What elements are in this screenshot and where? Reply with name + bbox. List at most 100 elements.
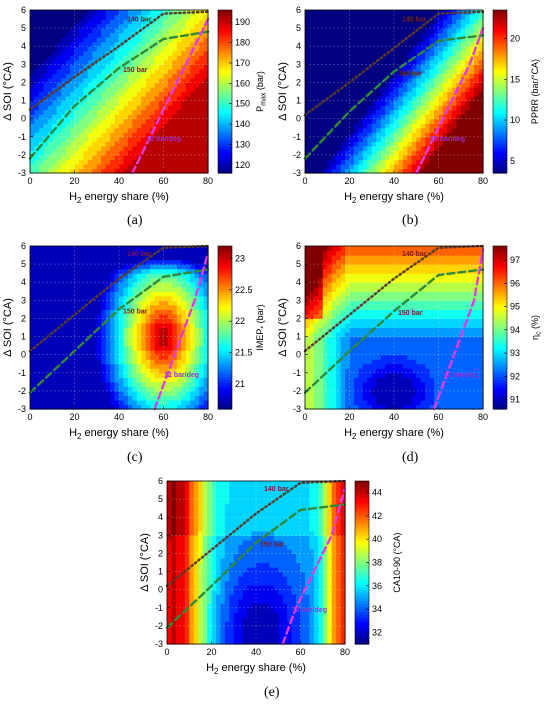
heatmap-cell — [123, 109, 129, 115]
heatmap-cell — [92, 286, 98, 292]
heatmap-cell — [38, 77, 44, 84]
heatmap-cell — [434, 91, 440, 97]
heatmap-cell — [190, 136, 196, 142]
heatmap-cell — [434, 50, 440, 56]
heatmap-cell — [78, 77, 84, 84]
heatmap-cell — [407, 159, 413, 165]
heatmap-cell — [176, 399, 182, 406]
heatmap-cell — [167, 341, 173, 347]
heatmap-cell — [389, 64, 395, 70]
heatmap-cell — [199, 127, 205, 133]
heatmap-cell — [358, 154, 364, 161]
heatmap-cell — [380, 50, 386, 56]
heatmap-cell — [119, 264, 125, 270]
heatmap-cell — [70, 246, 76, 252]
heatmap-cell — [110, 341, 116, 347]
heatmap-cell — [416, 123, 422, 129]
heatmap-cell — [30, 59, 36, 65]
heatmap-cell — [434, 163, 440, 170]
heatmap-cell — [345, 96, 351, 102]
heatmap-cell — [163, 127, 169, 133]
heatmap-cell — [203, 381, 209, 387]
heatmap-cell — [336, 341, 342, 347]
heatmap-cell — [309, 114, 315, 120]
heatmap-cell — [30, 250, 36, 256]
heatmap-cell — [371, 50, 377, 56]
heatmap-cell — [434, 46, 440, 52]
heatmap-cell — [145, 168, 151, 174]
heatmap-cell — [199, 19, 205, 25]
heatmap-cell — [371, 23, 377, 29]
heatmap-cell — [322, 28, 328, 34]
heatmap-cell — [336, 304, 342, 310]
heatmap-cell — [305, 327, 311, 333]
heatmap-cell — [141, 163, 147, 170]
colorbar-step — [218, 132, 232, 136]
heatmap-cell — [52, 341, 58, 347]
heatmap-cell — [429, 68, 435, 74]
heatmap-cell — [318, 399, 324, 406]
heatmap-cell — [318, 377, 324, 383]
heatmap-cell — [47, 32, 53, 38]
heatmap-cell — [305, 86, 311, 93]
colorbar-step — [218, 313, 232, 318]
heatmap-cell — [172, 359, 178, 365]
heatmap-cell — [114, 354, 120, 360]
heatmap-cell — [110, 372, 116, 378]
heatmap-cell — [163, 159, 169, 165]
heatmap-cell — [176, 118, 182, 124]
heatmap-cell — [74, 109, 80, 115]
heatmap-cell — [176, 336, 182, 342]
heatmap-cell — [322, 372, 328, 378]
heatmap-cell — [167, 132, 173, 138]
heatmap-cell — [389, 145, 395, 151]
heatmap-cell — [92, 23, 98, 29]
heatmap-cell — [105, 399, 111, 406]
heatmap-cell — [167, 304, 173, 310]
heatmap-cell — [159, 372, 165, 378]
heatmap-cell — [460, 32, 466, 38]
heatmap-cell — [474, 50, 480, 56]
heatmap-cell — [474, 37, 480, 43]
heatmap-cell — [194, 141, 200, 147]
heatmap-cell — [114, 168, 120, 174]
heatmap-cell — [362, 132, 368, 138]
heatmap-cell — [478, 118, 484, 124]
heatmap-cell — [460, 100, 466, 106]
heatmap-cell — [309, 118, 315, 124]
heatmap-cell — [172, 304, 178, 310]
heatmap-cell — [78, 141, 84, 147]
heatmap-cell — [367, 96, 373, 102]
heatmap-cell — [407, 23, 413, 29]
heatmap-cell — [447, 68, 453, 74]
heatmap-cell — [434, 159, 440, 165]
heatmap-cell — [34, 395, 40, 401]
heatmap-cell — [154, 136, 160, 142]
heatmap-cell — [56, 145, 62, 151]
heatmap-cell — [305, 123, 311, 129]
heatmap-cell — [96, 141, 102, 147]
heatmap-cell — [407, 91, 413, 97]
heatmap-cell — [61, 127, 67, 133]
heatmap-cell — [159, 381, 165, 387]
heatmap-cell — [407, 68, 413, 74]
y-tick-label: -2 — [293, 150, 301, 160]
heatmap-cell — [47, 96, 53, 102]
heatmap-cell — [438, 100, 444, 106]
heatmap-cell — [43, 395, 49, 401]
heatmap-cell — [434, 55, 440, 61]
heatmap-cell — [87, 14, 93, 20]
heatmap-cell — [127, 264, 133, 270]
heatmap-cell — [434, 68, 440, 74]
heatmap-cell — [136, 304, 142, 310]
heatmap-cell — [385, 136, 391, 142]
heatmap-cell — [141, 168, 147, 174]
heatmap-cell — [105, 132, 111, 138]
heatmap-cell — [105, 327, 111, 333]
heatmap-cell — [385, 64, 391, 70]
heatmap-cell — [322, 327, 328, 333]
heatmap-cell — [114, 55, 120, 61]
heatmap-cell — [309, 282, 315, 288]
heatmap-cell — [163, 28, 169, 34]
heatmap-cell — [425, 59, 431, 65]
